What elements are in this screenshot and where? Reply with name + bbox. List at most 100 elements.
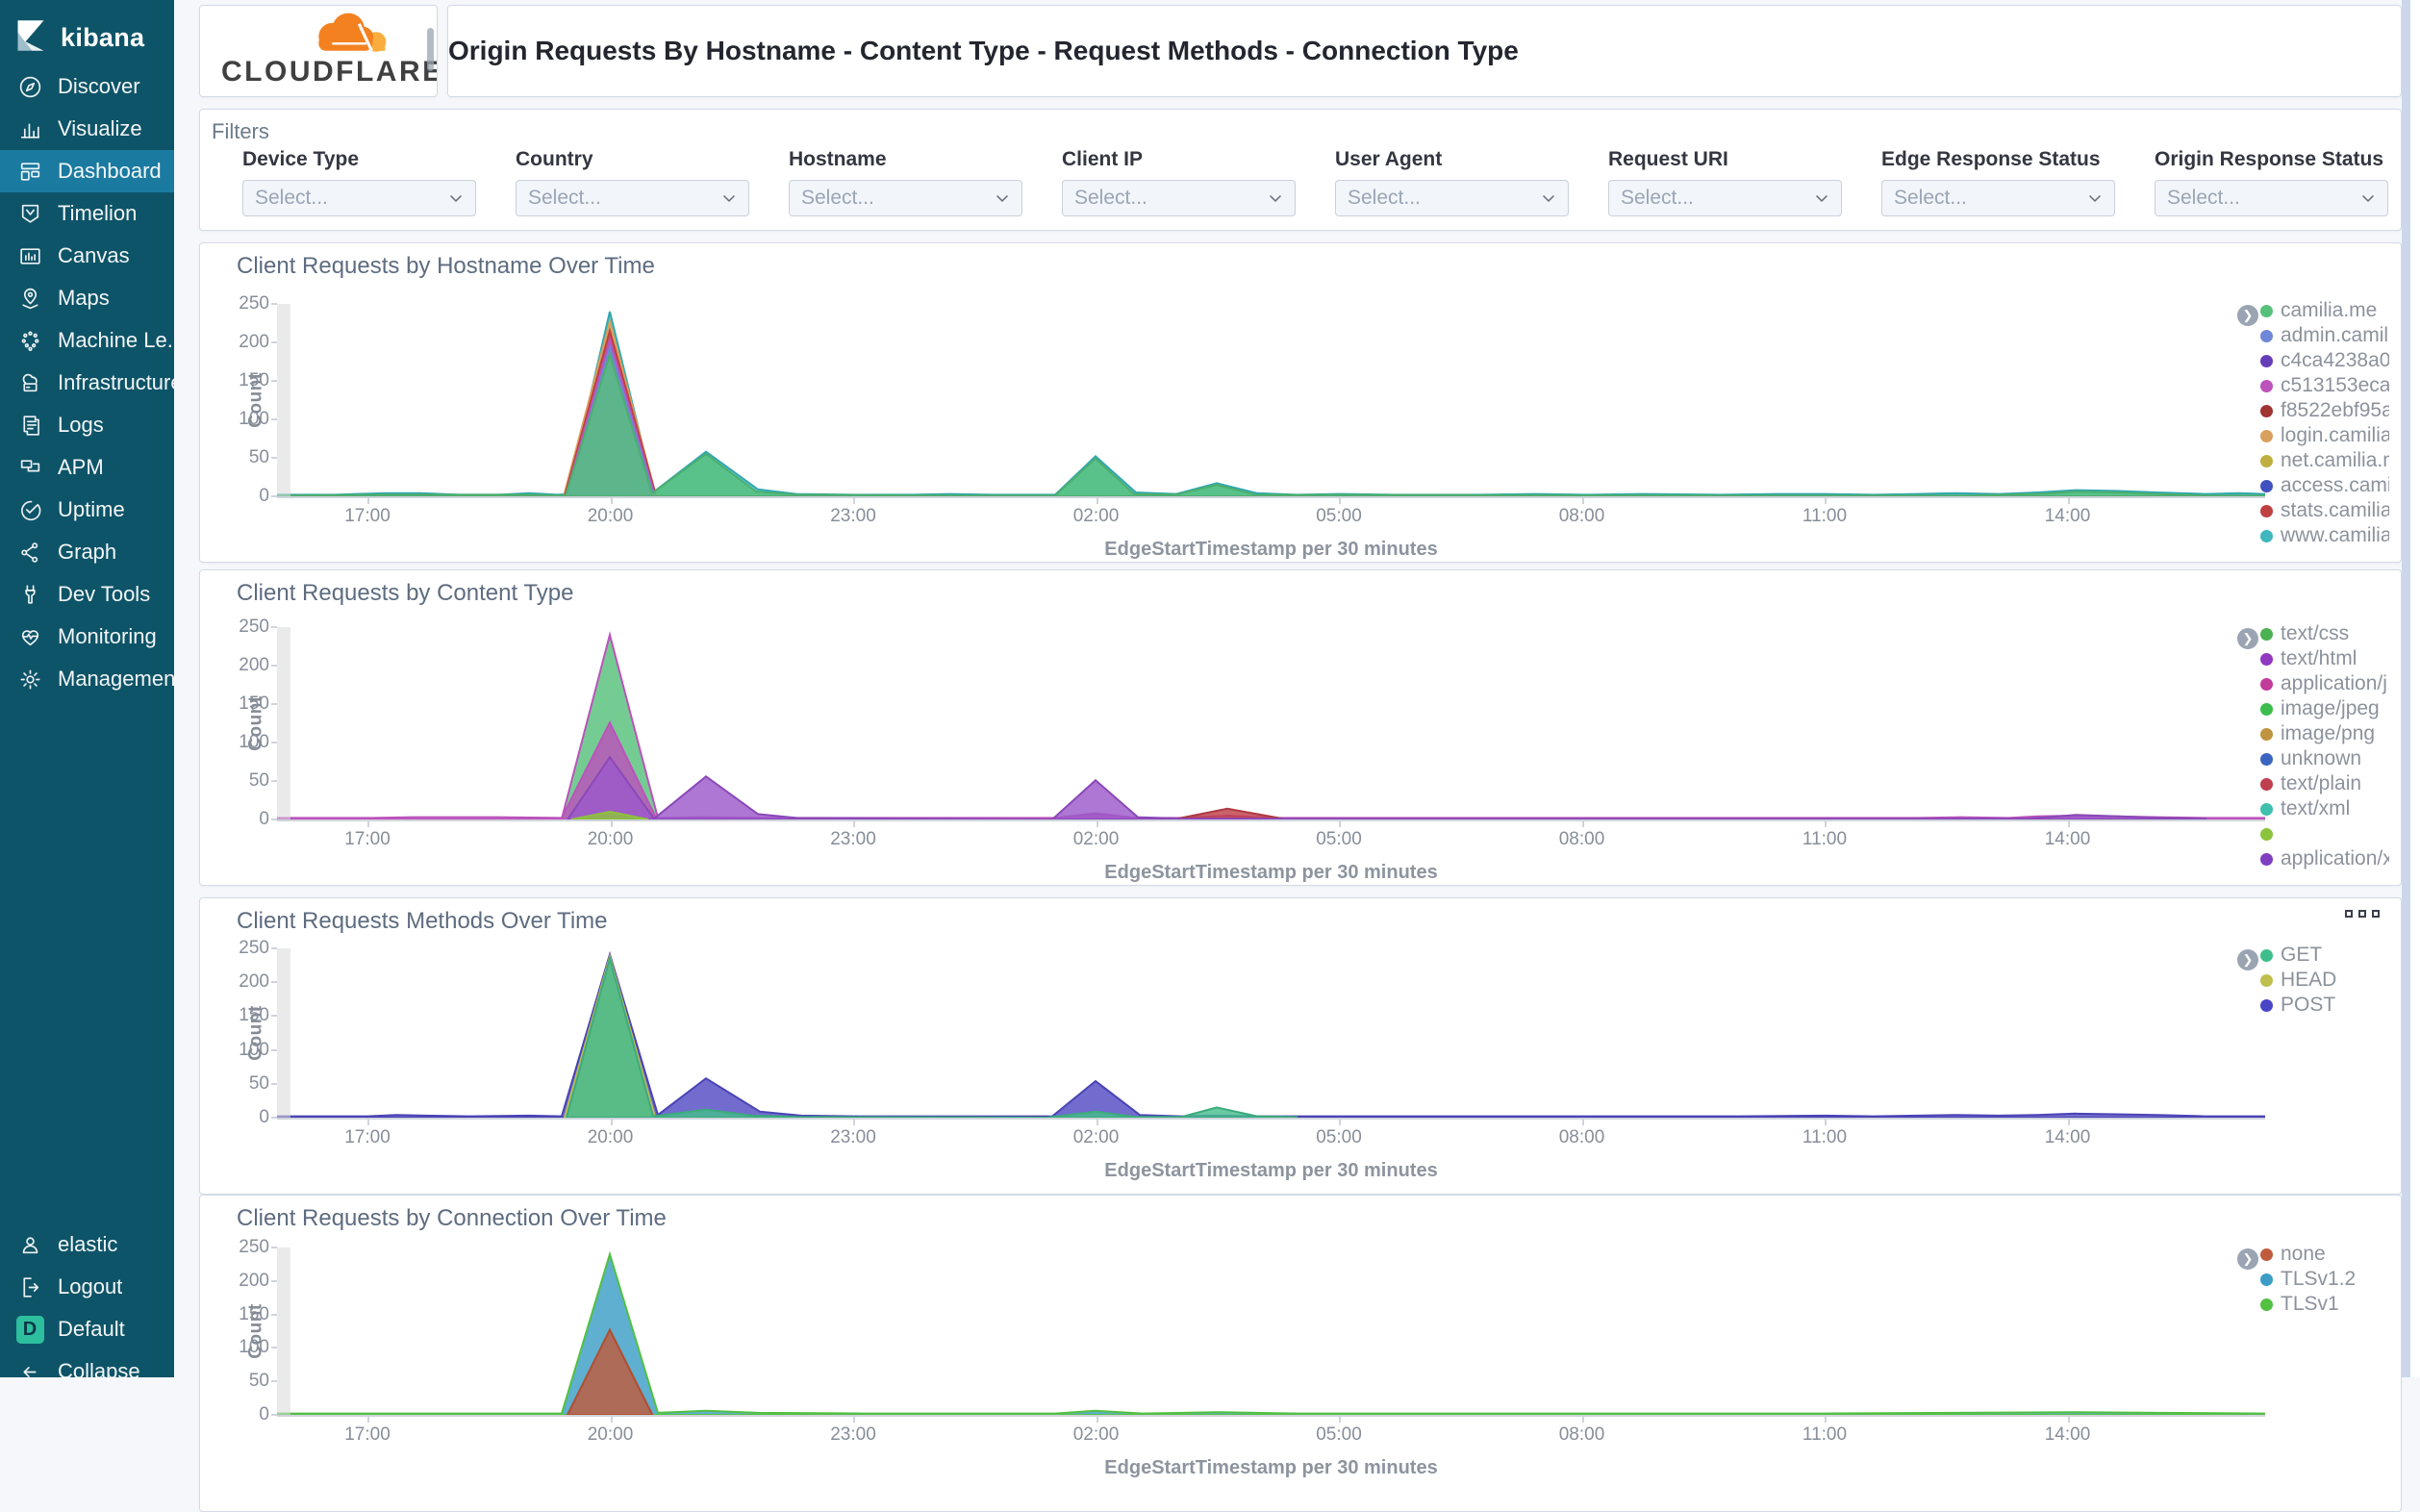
sidebar-item-apm[interactable]: APM — [0, 446, 174, 489]
partial-bucket-endzone — [277, 1247, 290, 1415]
legend-item[interactable]: login.camilia... — [2260, 423, 2389, 448]
page-scrollbar[interactable] — [2402, 0, 2410, 1377]
sidebar-item-logs[interactable]: Logs — [0, 404, 174, 446]
filter-select-client-ip[interactable]: Select... — [1062, 180, 1296, 216]
chevron-down-icon — [723, 195, 735, 202]
legend: none TLSv1.2 TLSv1 — [2260, 1242, 2389, 1317]
sidebar-item-discover[interactable]: Discover — [0, 65, 174, 108]
canvas-icon — [15, 242, 44, 269]
filter-placeholder: Select... — [1074, 187, 1147, 209]
filter-placeholder: Select... — [2167, 187, 2240, 209]
legend-swatch — [2260, 429, 2273, 442]
plot-area — [276, 627, 2266, 821]
filter-label: Request URI — [1608, 148, 1728, 170]
sidebar-item-logout[interactable]: Logout — [0, 1266, 174, 1308]
legend-item[interactable]: TLSv1 — [2260, 1292, 2389, 1317]
filters-panel-title: Filters — [212, 119, 269, 143]
graph-icon — [15, 539, 44, 566]
legend-item[interactable]: c513153ecaf... — [2260, 373, 2389, 398]
legend-item[interactable]: c4ca4238a0... — [2260, 348, 2389, 373]
sidebar-item-timelion[interactable]: Timelion — [0, 192, 174, 235]
filter-placeholder: Select... — [255, 187, 328, 209]
legend-item[interactable]: f8522ebf95a... — [2260, 398, 2389, 423]
filter-label: Device Type — [242, 148, 360, 170]
legend: camilia.meadmin.camili...c4ca4238a0...c5… — [2260, 298, 2389, 548]
legend-item[interactable] — [2260, 821, 2389, 846]
filter-select-origin-response-status[interactable]: Select... — [2155, 180, 2388, 216]
legend-swatch — [2260, 652, 2273, 666]
sidebar-item-dev-tools[interactable]: Dev Tools — [0, 573, 174, 616]
legend-item[interactable]: none — [2260, 1242, 2389, 1267]
legend-item[interactable]: image/jpeg — [2260, 696, 2389, 721]
sidebar-item-elastic[interactable]: elastic — [0, 1223, 174, 1266]
legend-item[interactable]: unknown — [2260, 746, 2389, 771]
legend-toggle-icon[interactable]: ❯ — [2237, 949, 2258, 970]
legend-item[interactable]: www.camilia... — [2260, 523, 2389, 548]
legend-toggle-icon[interactable]: ❯ — [2237, 1248, 2258, 1270]
sidebar-footer-nav: elastic Logout D Default Collapse — [0, 1223, 174, 1393]
machine-learning-icon — [15, 327, 44, 354]
panel-scrollbar[interactable] — [427, 28, 434, 71]
legend-item[interactable]: stats.camilia.... — [2260, 498, 2389, 523]
filter-select-country[interactable]: Select... — [516, 180, 749, 216]
scrollbar-gutter — [2410, 0, 2420, 1377]
sidebar-item-graph[interactable]: Graph — [0, 531, 174, 573]
legend-item[interactable]: camilia.me — [2260, 298, 2389, 323]
legend-swatch — [2260, 479, 2273, 492]
sidebar-item-default[interactable]: D Default — [0, 1308, 174, 1350]
app-name: kibana — [61, 22, 145, 52]
plot-area — [276, 948, 2266, 1120]
sidebar-item-visualize[interactable]: Visualize — [0, 108, 174, 150]
filter-select-edge-response-status[interactable]: Select... — [1881, 180, 2115, 216]
sidebar-item-uptime[interactable]: Uptime — [0, 489, 174, 531]
legend-swatch — [2260, 379, 2273, 392]
collapse-arrow-icon — [15, 1358, 44, 1385]
sidebar-item-canvas[interactable]: Canvas — [0, 235, 174, 277]
filter-control: Client IP Select... — [1062, 148, 1296, 216]
dashboard-icon — [15, 158, 44, 185]
legend-item[interactable]: text/plain — [2260, 771, 2389, 796]
legend-item[interactable]: net.camilia.me — [2260, 448, 2389, 473]
cloudflare-cloud-icon — [292, 8, 408, 66]
legend-swatch — [2260, 329, 2273, 342]
filter-select-user-agent[interactable]: Select... — [1335, 180, 1569, 216]
sidebar-item-monitoring[interactable]: Monitoring — [0, 616, 174, 658]
area-chart — [276, 311, 2266, 497]
sidebar-item-infrastructure[interactable]: Infrastructure — [0, 362, 174, 404]
legend-swatch — [2260, 627, 2273, 641]
chevron-down-icon — [1270, 195, 1281, 202]
sidebar-item-machine-le[interactable]: Machine Le... — [0, 319, 174, 362]
filter-select-device-type[interactable]: Select... — [242, 180, 476, 216]
legend-item[interactable]: TLSv1.2 — [2260, 1267, 2389, 1292]
sidebar-item-dashboard[interactable]: Dashboard — [0, 150, 174, 192]
sidebar-item-maps[interactable]: Maps — [0, 277, 174, 319]
legend-item[interactable]: access.camili... — [2260, 473, 2389, 498]
filter-control: Request URI Select... — [1608, 148, 1842, 216]
legend-item[interactable]: application/j... — [2260, 671, 2389, 696]
filter-select-hostname[interactable]: Select... — [789, 180, 1022, 216]
legend-item[interactable]: text/html — [2260, 646, 2389, 671]
kibana-brand[interactable]: kibana — [0, 0, 174, 62]
legend-toggle-icon[interactable]: ❯ — [2237, 628, 2258, 649]
sidebar-item-management[interactable]: Management — [0, 658, 174, 700]
legend: GET HEAD POST — [2260, 943, 2389, 1018]
filter-select-request-uri[interactable]: Select... — [1608, 180, 1842, 216]
legend-item[interactable]: POST — [2260, 993, 2389, 1018]
logs-icon — [15, 412, 44, 439]
legend-item[interactable]: admin.camili... — [2260, 323, 2389, 348]
legend-swatch — [2260, 827, 2273, 841]
legend-item[interactable]: application/x... — [2260, 846, 2389, 871]
legend-swatch — [2260, 998, 2273, 1012]
chart-panel: Client Requests by Hostname Over Time Co… — [199, 242, 2402, 563]
legend-item[interactable]: image/png — [2260, 721, 2389, 746]
legend-item[interactable]: text/xml — [2260, 796, 2389, 821]
sidebar: kibana Discover Visualize Dashboard Time… — [0, 0, 174, 1383]
sidebar-item-collapse[interactable]: Collapse — [0, 1350, 174, 1393]
legend-item[interactable]: GET — [2260, 943, 2389, 968]
legend-item[interactable]: text/css — [2260, 621, 2389, 646]
legend-toggle-icon[interactable]: ❯ — [2237, 305, 2258, 326]
filter-label: Hostname — [789, 148, 887, 170]
legend-item[interactable]: HEAD — [2260, 968, 2389, 993]
panel-options-icon[interactable] — [2345, 910, 2380, 918]
filter-control: Edge Response Status Select... — [1881, 148, 2115, 216]
